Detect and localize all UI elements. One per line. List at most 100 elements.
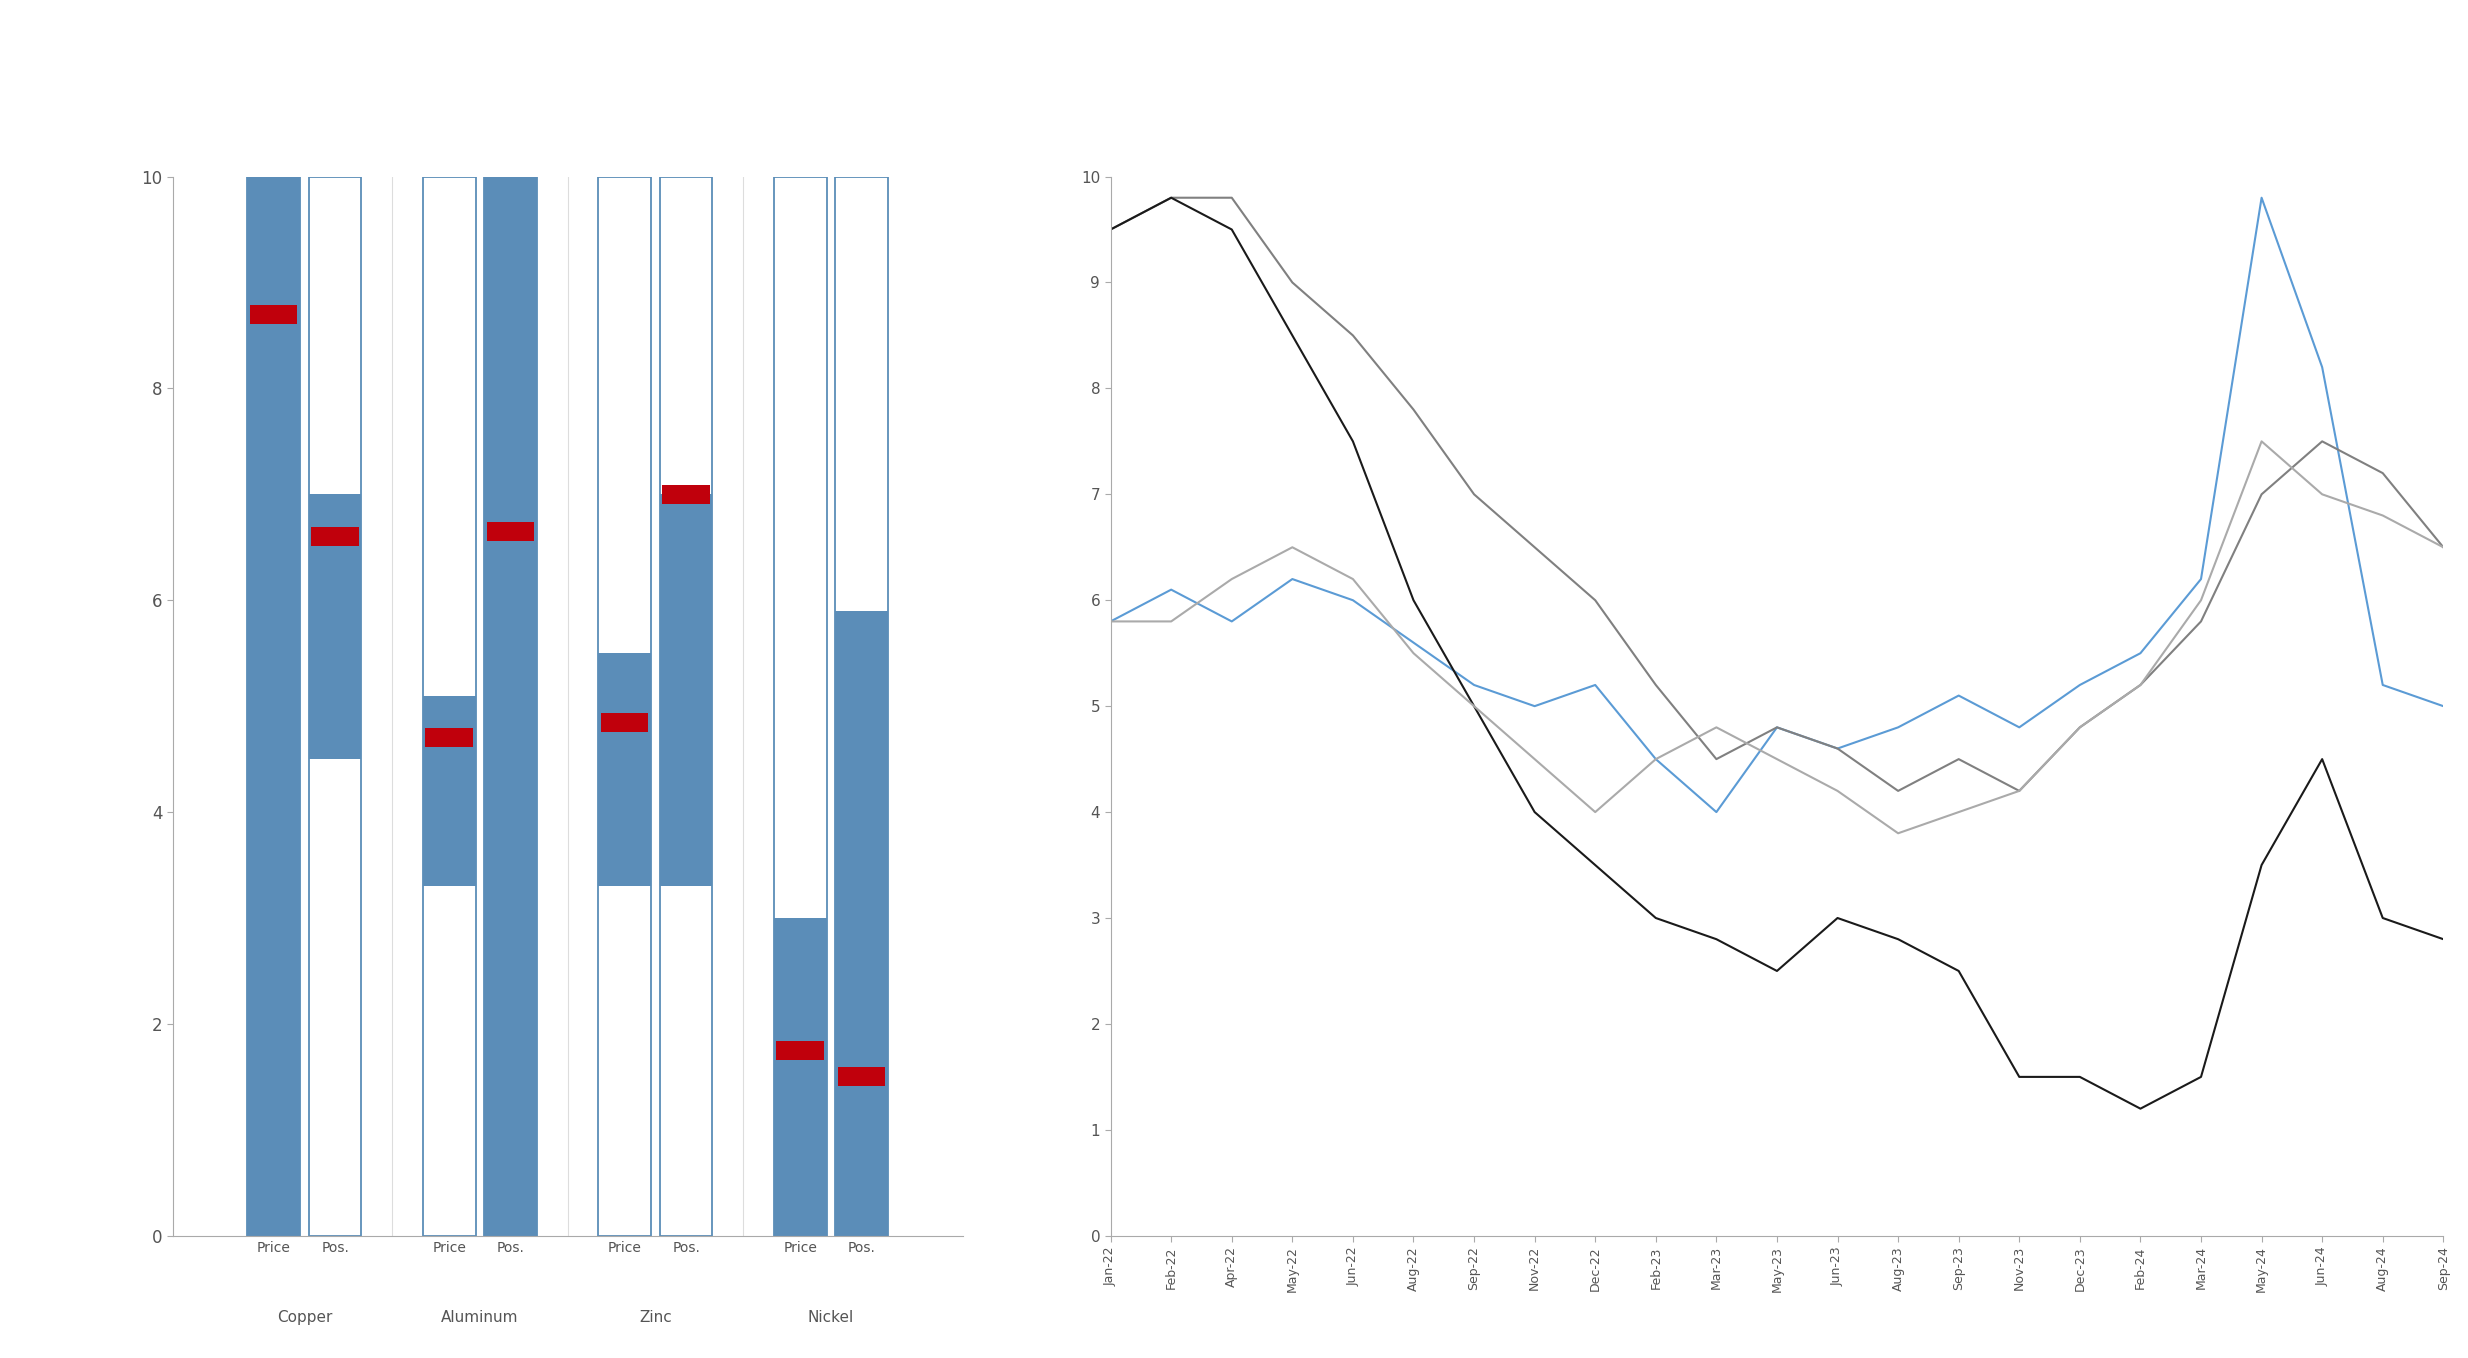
Copper xyxy=(2246,190,2275,206)
Line: Zinc: Zinc xyxy=(1111,441,2443,834)
Zinc xyxy=(1520,751,1550,767)
Aluminum xyxy=(1945,751,1974,767)
Copper xyxy=(2308,359,2337,375)
Zinc xyxy=(2429,539,2458,555)
Zinc xyxy=(2187,592,2216,608)
Copper xyxy=(2367,676,2396,693)
Zinc xyxy=(1399,645,1429,661)
Nickel xyxy=(1157,190,1187,206)
Aluminum xyxy=(1641,676,1671,693)
Nickel xyxy=(1824,910,1853,926)
Bar xyxy=(484,177,538,1236)
Bar xyxy=(834,611,888,1236)
Bar xyxy=(661,485,711,504)
Text: Base Metals standardized positioning level chart: Base Metals standardized positioning lev… xyxy=(86,20,582,38)
Bar xyxy=(424,728,474,747)
Copper xyxy=(2429,698,2458,714)
Aluminum xyxy=(2367,464,2396,481)
Zinc xyxy=(1762,751,1792,767)
Copper xyxy=(1824,740,1853,756)
Zinc xyxy=(1580,804,1609,820)
Zinc xyxy=(1641,751,1671,767)
Bar xyxy=(775,918,827,1236)
Bar xyxy=(422,177,476,1236)
Copper xyxy=(2004,720,2034,736)
Nickel xyxy=(1641,910,1671,926)
Nickel xyxy=(1096,221,1125,238)
Aluminum xyxy=(1700,751,1730,767)
Aluminum xyxy=(2429,539,2458,555)
Aluminum xyxy=(2125,676,2155,693)
Text: Zinc: Zinc xyxy=(639,1310,671,1325)
Aluminum xyxy=(2187,614,2216,630)
Copper xyxy=(1883,720,1913,736)
Copper xyxy=(1459,676,1488,693)
Copper xyxy=(1945,687,1974,703)
Bar xyxy=(247,177,301,1236)
Copper xyxy=(1520,698,1550,714)
Copper xyxy=(1217,614,1246,630)
Copper xyxy=(1641,751,1671,767)
Aluminum xyxy=(1883,782,1913,799)
Bar xyxy=(597,177,652,1236)
Bar xyxy=(486,521,533,540)
Zinc xyxy=(1217,570,1246,587)
Zinc xyxy=(2308,486,2337,502)
Copper xyxy=(1762,720,1792,736)
Nickel xyxy=(2125,1100,2155,1116)
Zinc xyxy=(2125,676,2155,693)
Zinc xyxy=(1338,570,1367,587)
Bar xyxy=(597,653,652,887)
Aluminum xyxy=(1762,720,1792,736)
Nickel xyxy=(1278,327,1308,344)
Line: Copper: Copper xyxy=(1111,198,2443,812)
Zinc xyxy=(1945,804,1974,820)
Bar xyxy=(777,1040,824,1061)
Aluminum xyxy=(2066,720,2095,736)
Bar xyxy=(247,177,301,1236)
Text: Copper: Copper xyxy=(276,1310,333,1325)
Copper xyxy=(1399,634,1429,650)
Nickel xyxy=(2187,1069,2216,1085)
Nickel xyxy=(2367,910,2396,926)
Text: 0-10 scale using levels since start of 2019, 0= shortest investor net futures
po: 0-10 scale using levels since start of 2… xyxy=(1130,126,1634,156)
Aluminum xyxy=(1278,274,1308,291)
Zinc xyxy=(2246,433,2275,449)
Line: Nickel: Nickel xyxy=(1111,198,2443,1108)
Bar xyxy=(602,713,649,732)
Nickel xyxy=(1945,963,1974,979)
Zinc xyxy=(1278,539,1308,555)
Zinc xyxy=(2066,720,2095,736)
Aluminum xyxy=(1217,190,1246,206)
Bar xyxy=(834,177,888,1236)
Copper xyxy=(1580,676,1609,693)
Bar xyxy=(311,527,358,546)
Bar xyxy=(308,177,360,1236)
Bar xyxy=(839,1067,886,1086)
Nickel xyxy=(1762,963,1792,979)
Text: Standardized levels for investor positioning in base
metals: Standardized levels for investor positio… xyxy=(1130,20,1654,60)
Bar xyxy=(422,695,476,887)
Aluminum xyxy=(2246,486,2275,502)
Zinc xyxy=(1096,614,1125,630)
Aluminum xyxy=(2004,782,2034,799)
Zinc xyxy=(1157,614,1187,630)
Zinc xyxy=(2367,508,2396,524)
Nickel xyxy=(1520,804,1550,820)
Bar xyxy=(484,177,538,1236)
Copper xyxy=(1700,804,1730,820)
Copper xyxy=(2187,570,2216,587)
Copper xyxy=(1278,570,1308,587)
Aluminum xyxy=(1580,592,1609,608)
Nickel xyxy=(2004,1069,2034,1085)
Nickel xyxy=(1459,698,1488,714)
Aluminum xyxy=(1459,486,1488,502)
Aluminum xyxy=(1520,539,1550,555)
Nickel xyxy=(1399,592,1429,608)
Copper xyxy=(1338,592,1367,608)
Aluminum xyxy=(2308,433,2337,449)
Aluminum xyxy=(1157,190,1187,206)
Aluminum xyxy=(1096,221,1125,238)
Nickel xyxy=(1338,433,1367,449)
Nickel xyxy=(1217,221,1246,238)
